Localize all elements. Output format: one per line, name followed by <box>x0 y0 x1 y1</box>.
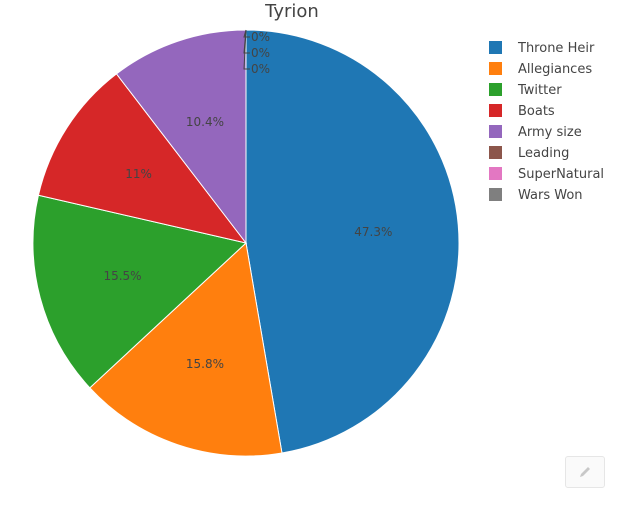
legend-label-throne-heir: Throne Heir <box>517 41 595 56</box>
legend-swatch-boats <box>489 104 502 117</box>
legend-swatch-leading <box>489 146 502 159</box>
legend-swatch-army-size <box>489 125 502 138</box>
legend-item-leading[interactable]: Leading <box>489 146 569 161</box>
slice-label-allegiances: 15.8% <box>186 357 224 371</box>
slice-label-boats: 11% <box>125 167 152 181</box>
legend-item-supernatural[interactable]: SuperNatural <box>489 167 604 182</box>
pie-slice-throne-heir[interactable] <box>245 29 460 454</box>
pie-slices <box>32 29 460 457</box>
slice-label-supernatural: 0% <box>251 46 270 60</box>
edit-chart-button[interactable] <box>565 456 605 488</box>
legend-label-leading: Leading <box>518 146 569 161</box>
slice-label-wars-won: 0% <box>251 62 270 76</box>
legend-swatch-twitter <box>489 83 502 96</box>
legend-item-allegiances[interactable]: Allegiances <box>489 62 592 77</box>
legend-label-wars-won: Wars Won <box>518 188 583 203</box>
chart-title: Tyrion <box>264 1 319 22</box>
pie-slice-twitter[interactable] <box>32 194 248 389</box>
pie-slice-army-size[interactable] <box>115 29 247 245</box>
legend-item-army-size[interactable]: Army size <box>489 125 582 140</box>
slice-label-army-size: 10.4% <box>186 115 224 129</box>
legend-label-twitter: Twitter <box>517 83 562 98</box>
legend-swatch-supernatural <box>489 167 502 180</box>
legend-item-wars-won[interactable]: Wars Won <box>489 188 583 203</box>
leader-line-wars-won <box>243 29 250 70</box>
legend-label-boats: Boats <box>518 104 555 119</box>
legend-label-allegiances: Allegiances <box>518 62 592 77</box>
legend-item-twitter[interactable]: Twitter <box>489 83 562 98</box>
legend-label-army-size: Army size <box>518 125 582 140</box>
slice-label-throne-heir: 47.3% <box>354 225 392 239</box>
pencil-icon <box>580 467 590 477</box>
legend-item-boats[interactable]: Boats <box>489 104 555 119</box>
legend-label-supernatural: SuperNatural <box>518 167 604 182</box>
legend[interactable]: Throne Heir Allegiances Twitter Boats Army s… <box>489 41 604 203</box>
pie-slice-boats[interactable] <box>37 73 248 244</box>
pie-slice-allegiances[interactable] <box>89 242 283 457</box>
slice-label-twitter: 15.5% <box>103 269 141 283</box>
legend-item-throne-heir[interactable]: Throne Heir <box>489 41 595 56</box>
slice-label-leading: 0% <box>251 30 270 44</box>
legend-swatch-allegiances <box>489 62 502 75</box>
legend-swatch-throne-heir <box>489 41 502 54</box>
legend-swatch-wars-won <box>489 188 502 201</box>
slice-labels: 47.3% 15.8% 15.5% 11% 10.4% 0% 0% 0% <box>103 29 392 371</box>
